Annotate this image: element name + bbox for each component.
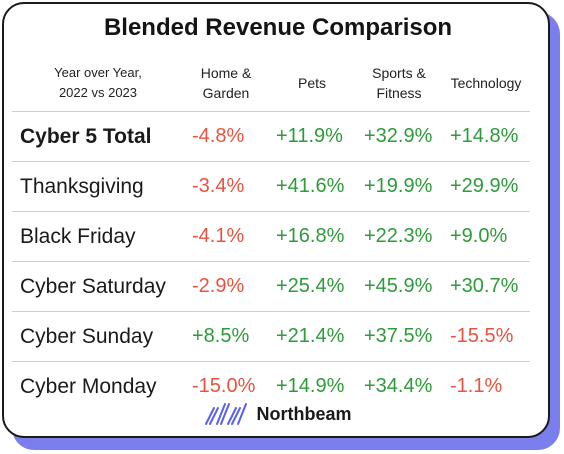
value-cell: +14.8%	[442, 111, 530, 162]
column-header-sports-fitness: Sports & Fitness	[356, 55, 442, 112]
value-cell: +45.9%	[356, 261, 442, 312]
column-header-line1: Home &	[200, 65, 252, 81]
brand-footer: Northbeam	[4, 402, 552, 426]
value-cell: +41.6%	[268, 161, 356, 212]
column-header-line2: Fitness	[376, 85, 422, 101]
value-cell: +14.9%	[276, 375, 345, 397]
value-cell: +25.4%	[268, 261, 356, 312]
value-cell: -3.4%	[184, 161, 268, 212]
table-row: Thanksgiving -3.4% +41.6% +19.9% +29.9%	[12, 161, 530, 212]
header-label-line1: Year over Year,	[54, 65, 142, 80]
value-cell: +16.8%	[268, 211, 356, 262]
row-label: Cyber 5 Total	[12, 111, 184, 162]
revenue-table: Year over Year, 2022 vs 2023 Home & Gard…	[12, 55, 530, 411]
row-label: Thanksgiving	[12, 161, 184, 212]
table-row: Black Friday -4.1% +16.8% +22.3% +9.0%	[12, 211, 530, 262]
value-cell: +21.4%	[268, 311, 356, 362]
column-header-line2: Garden	[202, 85, 250, 101]
value-cell: -15.5%	[442, 311, 530, 362]
column-header-line1: Technology	[450, 75, 522, 91]
value-cell: -1.1%	[450, 375, 503, 397]
header-row: Year over Year, 2022 vs 2023 Home & Gard…	[12, 55, 530, 112]
table-row: Cyber Monday -15.0% +14.9% +34.4% -1.1%	[12, 362, 530, 412]
value-cell: +8.5%	[184, 311, 268, 362]
row-label: Cyber Monday	[20, 374, 157, 398]
value-cell: +37.5%	[356, 311, 442, 362]
row-label: Cyber Sunday	[12, 311, 184, 362]
column-header-line1: Sports &	[372, 65, 426, 81]
value-cell: +29.9%	[442, 161, 530, 212]
value-cell: +22.3%	[356, 211, 442, 262]
table-row: Cyber Sunday +8.5% +21.4% +37.5% -15.5%	[12, 311, 530, 362]
header-label: Year over Year, 2022 vs 2023	[12, 55, 184, 112]
value-cell: -4.1%	[184, 211, 268, 262]
column-header-line1: Pets	[297, 75, 326, 91]
value-cell: -4.8%	[184, 111, 268, 162]
table-row: Cyber 5 Total -4.8% +11.9% +32.9% +14.8%	[12, 111, 530, 162]
row-label: Cyber Saturday	[12, 261, 184, 312]
value-cell: +19.9%	[356, 161, 442, 212]
row-label: Black Friday	[12, 211, 184, 262]
value-cell: -15.0%	[192, 375, 256, 397]
northbeam-logo-icon	[205, 403, 248, 425]
column-header-technology: Technology	[442, 55, 530, 112]
value-cell: +9.0%	[442, 211, 530, 262]
card-title: Blended Revenue Comparison	[103, 14, 453, 41]
value-cell: -2.9%	[184, 261, 268, 312]
column-header-home-garden: Home & Garden	[184, 55, 268, 112]
table-row: Cyber Saturday -2.9% +25.4% +45.9% +30.7%	[12, 261, 530, 312]
comparison-card: Blended Revenue Comparison Year over Yea…	[2, 2, 550, 438]
value-cell: +32.9%	[356, 111, 442, 162]
value-cell: +11.9%	[268, 111, 356, 162]
column-header-pets: Pets	[268, 55, 356, 112]
value-cell: +34.4%	[364, 375, 433, 397]
brand-name: Northbeam	[256, 403, 352, 424]
header-label-line2: 2022 vs 2023	[58, 85, 138, 100]
value-cell: +30.7%	[442, 261, 530, 312]
